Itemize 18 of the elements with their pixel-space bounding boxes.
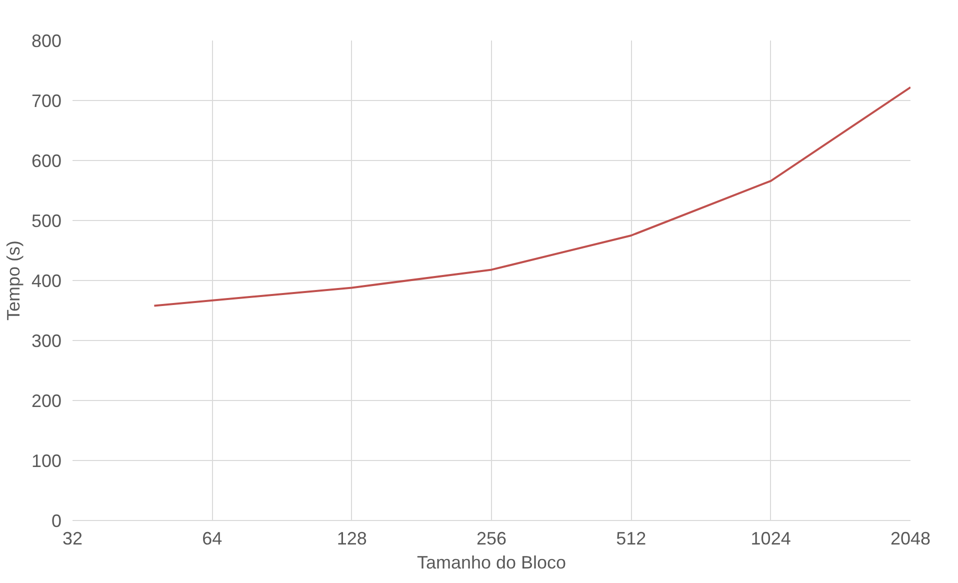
x-tick-label: 1024	[750, 528, 791, 548]
y-axis-title: Tempo (s)	[3, 240, 24, 321]
y-tick-label: 0	[51, 511, 62, 531]
x-tick-label: 256	[476, 528, 507, 548]
x-axis-title: Tamanho do Bloco	[416, 552, 566, 572]
x-tick-label: 128	[336, 528, 367, 548]
y-tick-label: 400	[31, 271, 62, 291]
x-tick-label: 32	[62, 528, 83, 548]
y-tick-label: 600	[31, 151, 62, 171]
y-tick-label: 500	[31, 211, 62, 231]
y-tick-label: 100	[31, 451, 62, 471]
y-tick-label: 800	[31, 31, 62, 51]
y-tick-label: 300	[31, 331, 62, 351]
x-tick-label: 512	[616, 528, 646, 548]
x-tick-label: 2048	[890, 528, 931, 548]
x-tick-label: 64	[202, 528, 222, 548]
y-tick-label: 700	[31, 91, 62, 111]
y-tick-label: 200	[31, 391, 62, 411]
